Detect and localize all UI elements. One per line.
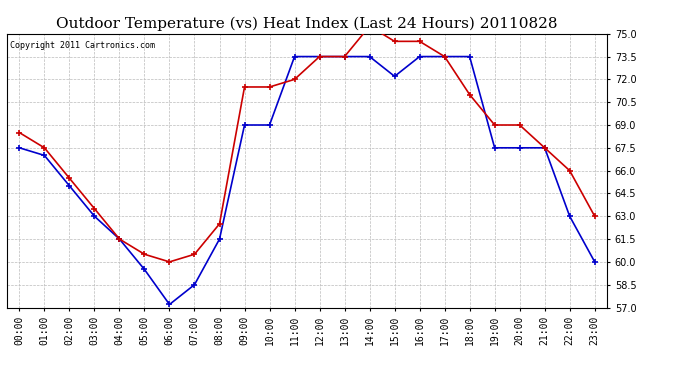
Title: Outdoor Temperature (vs) Heat Index (Last 24 Hours) 20110828: Outdoor Temperature (vs) Heat Index (Las… — [57, 17, 558, 31]
Text: Copyright 2011 Cartronics.com: Copyright 2011 Cartronics.com — [10, 40, 155, 50]
